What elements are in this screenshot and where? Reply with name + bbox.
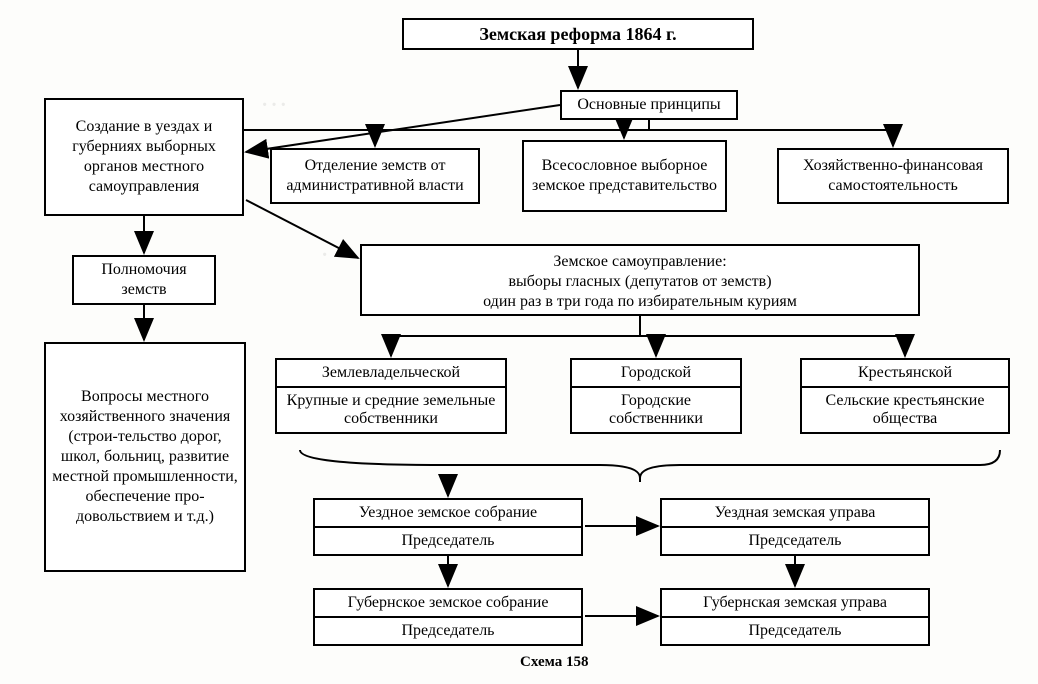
uezd-uprava-bot: Председатель bbox=[662, 528, 928, 554]
curia-3-box: Крестьянской Сельские крестьянские общес… bbox=[800, 358, 1010, 434]
gub-uprava-bot: Председатель bbox=[662, 618, 928, 644]
curia-1-bot: Крупные и средние земельные собственники bbox=[277, 388, 505, 432]
self-gov-line2: выборы гласных (депутатов от земств) bbox=[368, 272, 912, 292]
principle-3-box: Хозяйственно-финансовая самостоятельност… bbox=[777, 148, 1009, 204]
principle-2-box: Всесословное выборное земское представит… bbox=[522, 140, 727, 212]
scan-artifact: · · bbox=[320, 240, 346, 272]
self-gov-box: Земское самоуправление: выборы гласных (… bbox=[360, 244, 920, 316]
gub-sobranie-bot: Председатель bbox=[315, 618, 581, 644]
uezd-sobranie-bot: Председатель bbox=[315, 528, 581, 554]
creation-text: Создание в уездах и губерниях выборных о… bbox=[52, 117, 236, 197]
principle-2-text: Всесословное выборное земское представит… bbox=[530, 156, 719, 196]
curia-1-top: Землевладельческой bbox=[277, 360, 505, 388]
principles-box: Основные принципы bbox=[560, 90, 738, 120]
powers-box: Полномочия земств bbox=[72, 255, 216, 305]
curia-3-bot: Сельские крестьянские общества bbox=[802, 388, 1008, 432]
gub-sobranie-top: Губернское земское собрание bbox=[315, 590, 581, 618]
uezd-sobranie-top: Уездное земское собрание bbox=[315, 500, 581, 528]
principles-label: Основные принципы bbox=[577, 95, 720, 115]
gub-uprava-top: Губернская земская управа bbox=[662, 590, 928, 618]
principle-1-box: Отделение земств от административной вла… bbox=[270, 148, 480, 204]
title-text: Земская реформа 1864 г. bbox=[479, 23, 676, 46]
gub-uprava-box: Губернская земская управа Председатель bbox=[660, 588, 930, 646]
powers-label: Полномочия земств bbox=[80, 260, 208, 300]
curia-2-box: Городской Городские собственники bbox=[570, 358, 742, 434]
uezd-sobranie-box: Уездное земское собрание Председатель bbox=[313, 498, 583, 556]
curia-1-box: Землевладельческой Крупные и средние зем… bbox=[275, 358, 507, 434]
curia-2-bot: Городские собственники bbox=[572, 388, 740, 432]
uezd-uprava-box: Уездная земская управа Председатель bbox=[660, 498, 930, 556]
self-gov-line1: Земское самоуправление: bbox=[368, 252, 912, 272]
title-box: Земская реформа 1864 г. bbox=[402, 18, 754, 50]
curia-3-top: Крестьянской bbox=[802, 360, 1008, 388]
powers-detail-text: Вопросы местного хозяйственного значения… bbox=[52, 387, 238, 527]
figure-caption: Схема 158 bbox=[520, 654, 588, 671]
principle-1-text: Отделение земств от административной вла… bbox=[278, 156, 472, 196]
caption-text: Схема 158 bbox=[520, 654, 588, 670]
curia-2-top: Городской bbox=[572, 360, 740, 388]
gub-sobranie-box: Губернское земское собрание Председатель bbox=[313, 588, 583, 646]
powers-detail-box: Вопросы местного хозяйственного значения… bbox=[44, 342, 246, 572]
scan-artifact: ··· bbox=[260, 90, 288, 122]
self-gov-line3: один раз в три года по избирательным кур… bbox=[368, 292, 912, 312]
principle-3-text: Хозяйственно-финансовая самостоятельност… bbox=[785, 156, 1001, 196]
creation-box: Создание в уездах и губерниях выборных о… bbox=[44, 98, 244, 216]
uezd-uprava-top: Уездная земская управа bbox=[662, 500, 928, 528]
